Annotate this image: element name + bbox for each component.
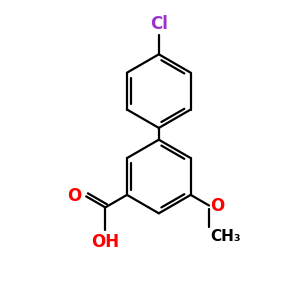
Text: OH: OH bbox=[91, 233, 119, 251]
Text: O: O bbox=[211, 196, 225, 214]
Text: CH₃: CH₃ bbox=[211, 229, 241, 244]
Text: O: O bbox=[68, 188, 82, 206]
Text: Cl: Cl bbox=[150, 15, 168, 33]
